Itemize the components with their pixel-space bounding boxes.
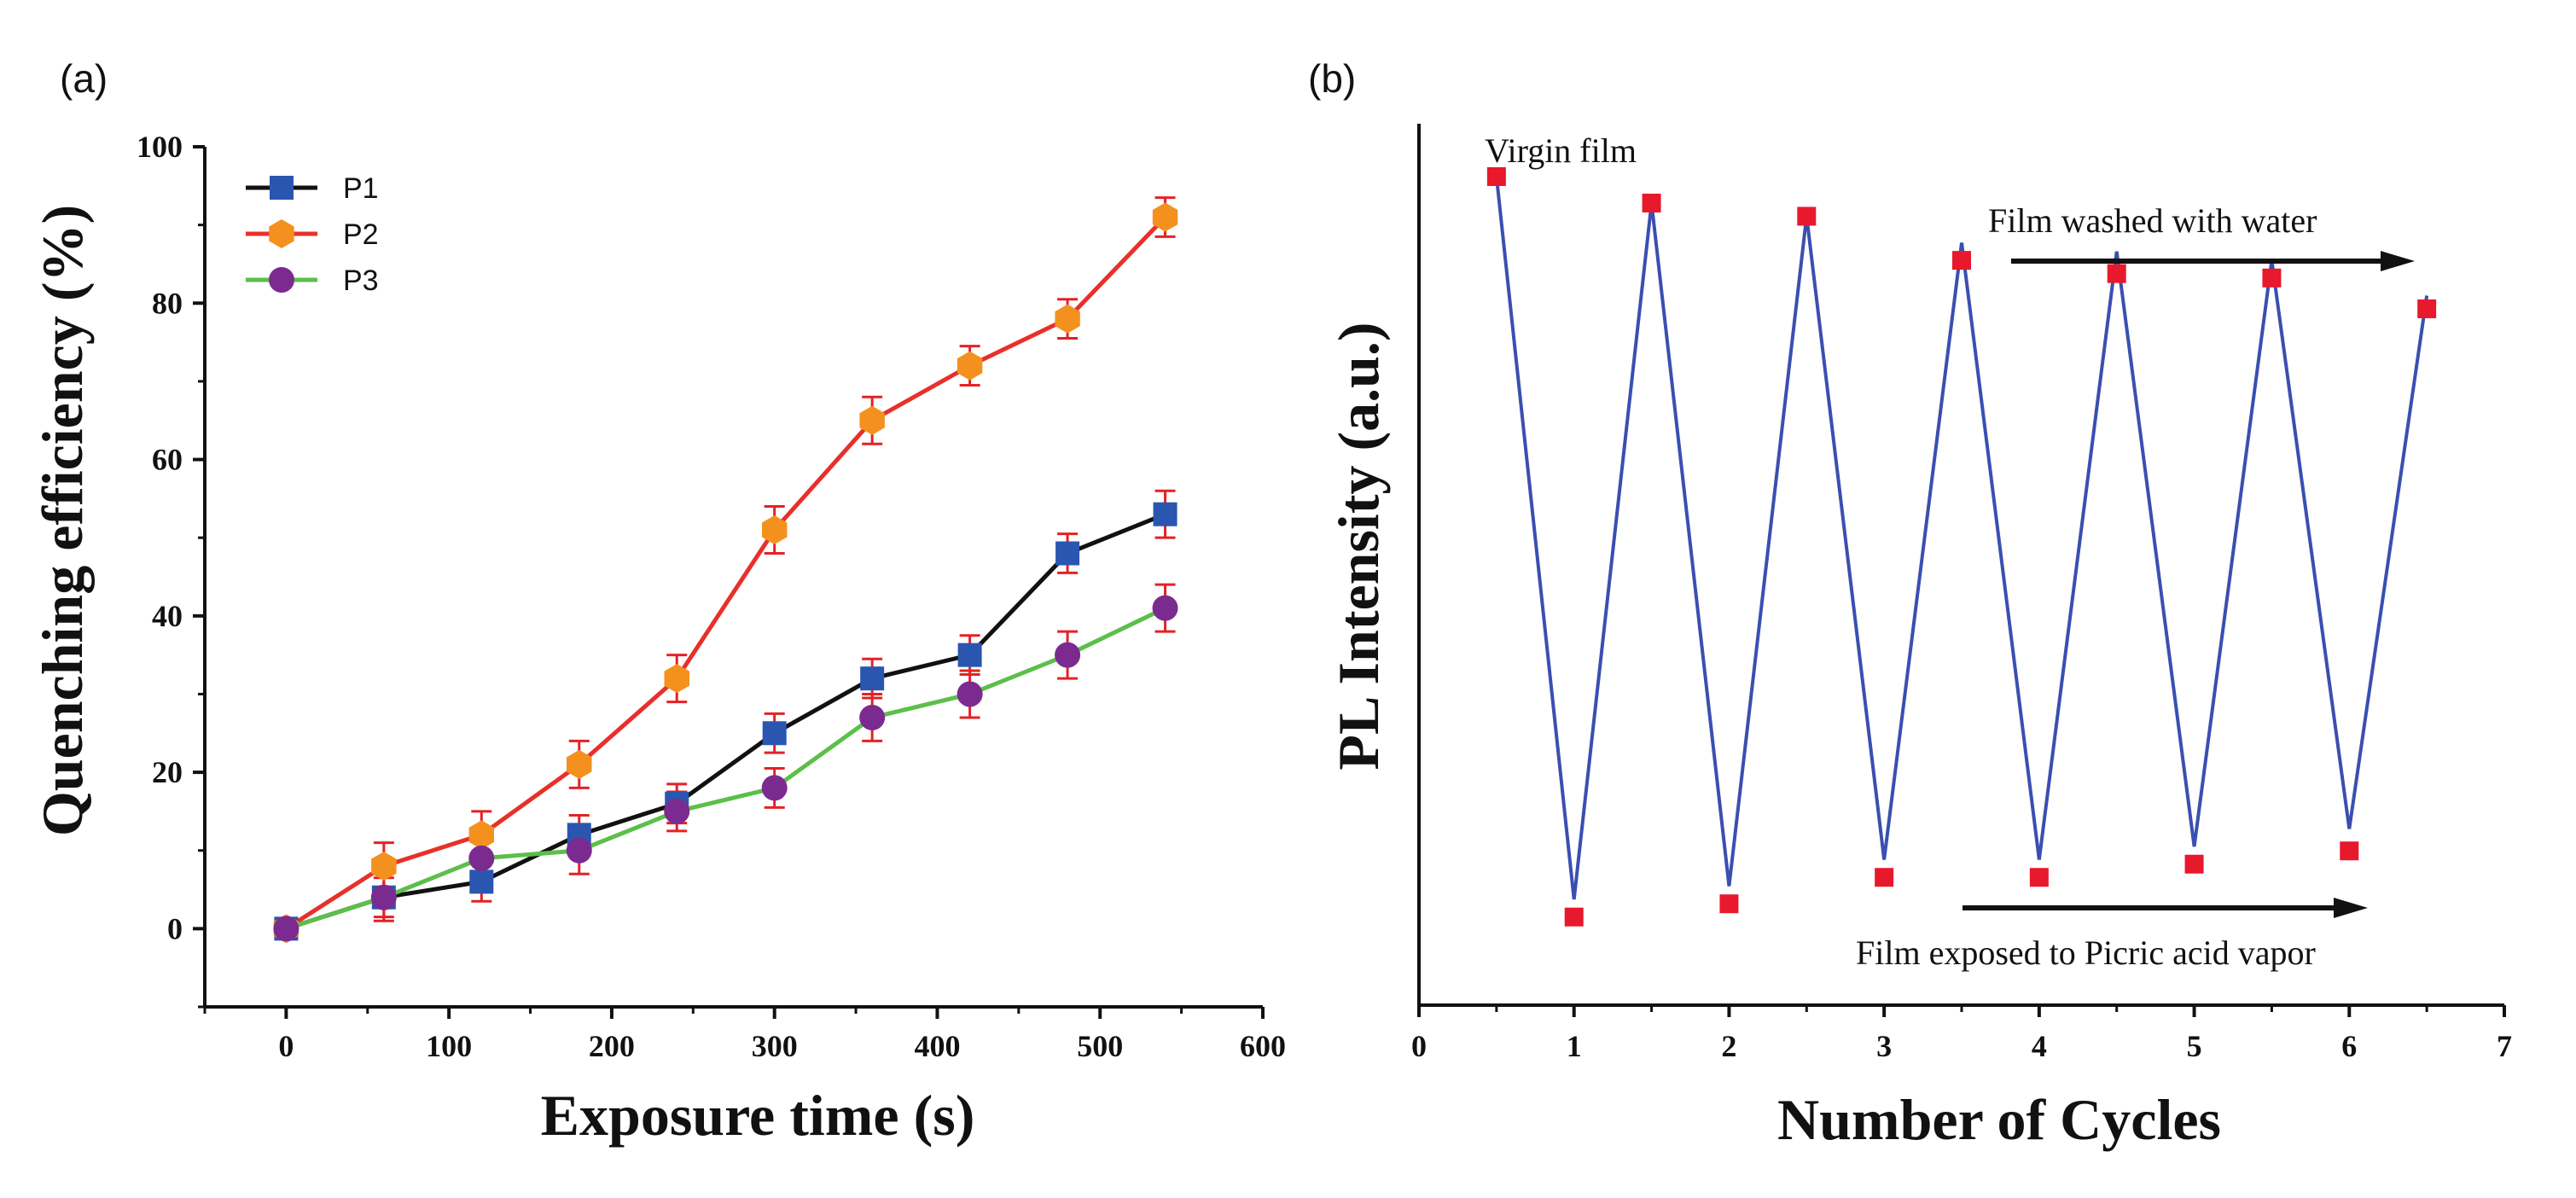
data-point-cycle bbox=[2262, 268, 2282, 288]
legend-marker-p1 bbox=[270, 176, 294, 200]
data-point-cycle bbox=[2340, 841, 2359, 861]
data-point-p2 bbox=[567, 749, 592, 779]
x-tick-label-b: 5 bbox=[2187, 1029, 2202, 1063]
y-tick-label-a: 20 bbox=[152, 755, 183, 789]
x-tick-label-b: 6 bbox=[2341, 1029, 2357, 1063]
x-tick-label-b: 7 bbox=[2497, 1029, 2512, 1063]
data-point-p3 bbox=[1055, 642, 1081, 668]
data-point-p2 bbox=[468, 820, 494, 850]
legend-label-p2: P2 bbox=[343, 218, 379, 251]
y-tick-label-a: 60 bbox=[152, 443, 183, 477]
x-tick-label-b: 0 bbox=[1411, 1029, 1427, 1063]
data-point-cycle bbox=[1719, 894, 1739, 914]
data-point-p3 bbox=[1152, 595, 1178, 621]
data-point-p1 bbox=[1153, 502, 1178, 526]
annotation-film-exposed: Film exposed to Picric acid vapor bbox=[1856, 933, 2316, 972]
data-point-p1 bbox=[1055, 541, 1080, 566]
data-point-p3 bbox=[859, 704, 886, 730]
data-point-cycle bbox=[1642, 193, 1661, 212]
series-b bbox=[1486, 166, 2437, 927]
data-point-p2 bbox=[664, 664, 689, 694]
data-point-p2 bbox=[371, 852, 397, 881]
x-tick-label-b: 2 bbox=[1721, 1029, 1736, 1063]
data-point-p2 bbox=[957, 351, 983, 381]
data-point-cycle bbox=[1486, 166, 1506, 186]
series-a bbox=[273, 196, 1178, 944]
legend-a: P1 P2 P3 bbox=[246, 172, 379, 297]
x-tick-label-a: 400 bbox=[914, 1029, 960, 1063]
data-point-p3 bbox=[273, 916, 299, 942]
data-point-p2 bbox=[859, 405, 885, 435]
data-point-p1 bbox=[762, 721, 787, 746]
legend-marker-p3 bbox=[269, 267, 294, 293]
data-point-p2 bbox=[1152, 202, 1178, 232]
x-tick-label-a: 300 bbox=[752, 1029, 798, 1063]
x-tick-label-b: 1 bbox=[1567, 1029, 1582, 1063]
y-tick-label-a: 100 bbox=[137, 130, 183, 164]
y-tick-label-a: 80 bbox=[152, 286, 183, 320]
x-tick-label-b: 4 bbox=[2032, 1029, 2047, 1063]
data-point-p1 bbox=[957, 643, 982, 667]
legend-label-p3: P3 bbox=[343, 265, 379, 297]
data-point-p2 bbox=[762, 515, 788, 544]
data-point-cycle bbox=[2417, 299, 2437, 318]
data-point-p3 bbox=[468, 845, 495, 871]
data-point-p1 bbox=[469, 869, 494, 894]
legend-marker-p2 bbox=[269, 219, 294, 248]
data-point-cycle bbox=[1797, 206, 1817, 226]
x-tick-label-a: 600 bbox=[1240, 1029, 1286, 1063]
x-tick-label-a: 0 bbox=[278, 1029, 294, 1063]
data-point-cycle bbox=[1952, 251, 1971, 270]
arrowhead-washed bbox=[2381, 251, 2415, 271]
chart-panel-a: (a) 0 100 200 300 400 500 600 0 20 40 60 80 100 P1 P2… bbox=[30, 56, 1286, 1148]
panel-label-a: (a) bbox=[60, 56, 108, 101]
data-point-p2 bbox=[1055, 304, 1080, 334]
data-point-cycle bbox=[2107, 264, 2126, 283]
x-tick-label-a: 100 bbox=[426, 1029, 472, 1063]
data-point-p3 bbox=[957, 681, 983, 707]
data-point-cycle bbox=[1875, 868, 1894, 887]
y-axis-title-b: PL Intensity (a.u.) bbox=[1326, 322, 1391, 770]
y-tick-label-a: 40 bbox=[152, 599, 183, 633]
data-point-cycle bbox=[1564, 907, 1584, 927]
data-point-p3 bbox=[566, 837, 592, 864]
x-axis-title-a: Exposure time (s) bbox=[541, 1083, 975, 1148]
y-tick-label-a: 0 bbox=[167, 911, 183, 945]
x-tick-label-a: 200 bbox=[589, 1029, 635, 1063]
data-point-p1 bbox=[860, 666, 885, 691]
x-tick-label-a: 500 bbox=[1077, 1029, 1123, 1063]
data-point-cycle bbox=[2184, 854, 2204, 874]
annotation-film-washed: Film washed with water bbox=[1988, 201, 2317, 240]
data-point-cycle bbox=[2029, 868, 2049, 887]
axes-a bbox=[203, 147, 1263, 1009]
ticks-a: 0 100 200 300 400 500 600 0 20 40 60 80 100 bbox=[137, 130, 1286, 1063]
x-tick-label-b: 3 bbox=[1876, 1029, 1892, 1063]
y-axis-title-a: Quenching efficiency (%) bbox=[30, 205, 95, 836]
legend-label-p1: P1 bbox=[343, 172, 379, 205]
data-point-p3 bbox=[370, 884, 397, 910]
x-axis-title-b: Number of Cycles bbox=[1777, 1087, 2221, 1152]
data-point-p3 bbox=[761, 775, 788, 801]
ticks-b: 0 1 2 3 4 5 6 7 bbox=[1411, 1005, 2512, 1063]
series-line-p1 bbox=[285, 512, 1166, 931]
cycle-line bbox=[1494, 176, 2429, 900]
series-line-p2 bbox=[285, 215, 1167, 931]
panel-label-b: (b) bbox=[1308, 56, 1356, 101]
chart-panel-b: (b) 0 1 2 3 4 5 6 7 Virgin film Film washed wit… bbox=[1308, 56, 2512, 1152]
data-point-p3 bbox=[664, 798, 690, 824]
series-line-p3 bbox=[285, 606, 1166, 931]
annotation-virgin-film: Virgin film bbox=[1485, 131, 1637, 170]
arrowhead-exposed bbox=[2334, 898, 2368, 918]
